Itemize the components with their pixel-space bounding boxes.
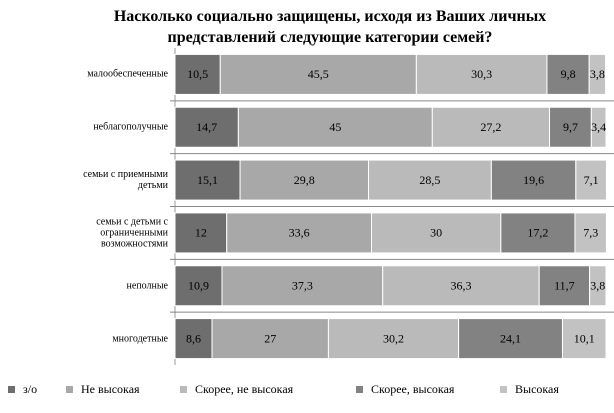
value-label: 37,3: [292, 279, 313, 293]
legend-marker: [356, 386, 363, 393]
bar-segment: [174, 265, 223, 307]
bar-segment: [174, 212, 228, 254]
bar-segment: [368, 159, 492, 201]
bar-segment: [549, 106, 592, 148]
category-label: семьи с приемными детьми: [83, 169, 168, 192]
value-label: 27: [264, 331, 276, 345]
value-label: 29,8: [294, 173, 315, 187]
value-label: 10,1: [574, 331, 595, 345]
bar-segment: [239, 159, 370, 201]
bar-segment: [561, 318, 607, 360]
value-label: 27,2: [480, 120, 501, 134]
value-label: 3,8: [590, 279, 605, 293]
value-label: 3,4: [591, 120, 606, 134]
value-label: 28,5: [419, 173, 440, 187]
category-label: неполные: [126, 280, 168, 292]
bar-segment: [490, 159, 577, 201]
legend-marker: [8, 386, 15, 393]
value-label: 10,9: [188, 279, 209, 293]
legend-label: з/о: [23, 382, 37, 396]
value-label: 12: [195, 226, 207, 240]
bar-segment: [590, 106, 607, 148]
bar-segment: [211, 318, 329, 360]
bar-segment: [588, 53, 607, 95]
value-label: 15,1: [197, 173, 218, 187]
bar-segment: [371, 212, 502, 254]
value-label: 7,1: [584, 173, 599, 187]
bar-segment: [458, 318, 563, 360]
value-label: 45: [329, 120, 341, 134]
legend-label: Скорее, высокая: [371, 382, 455, 396]
legend-marker: [180, 386, 187, 393]
bar-segment: [174, 53, 221, 95]
value-label: 11,7: [554, 279, 575, 293]
value-label: 10,5: [187, 67, 208, 81]
bar-segment: [327, 318, 460, 360]
bar-segment: [226, 212, 373, 254]
value-label: 36,3: [450, 279, 471, 293]
value-label: 9,7: [563, 120, 578, 134]
category-label: многодетные: [112, 333, 168, 345]
value-label: 14,7: [196, 120, 217, 134]
bar-segment: [221, 265, 384, 307]
category-label: неблагополучные: [93, 121, 168, 133]
value-label: 17,2: [527, 226, 548, 240]
bar-segment: [174, 318, 213, 360]
legend-marker: [500, 386, 507, 393]
value-label: 3,8: [590, 67, 605, 81]
bar-segment: [219, 53, 417, 95]
legend-marker: [66, 386, 73, 393]
category-label: семьи с детьми с ограниченными возможнос…: [96, 216, 168, 250]
legend-label: Скорее, не высокая: [195, 382, 294, 396]
chart-title: Насколько социально защищены, исходя из …: [113, 8, 547, 46]
legend-label: Не высокая: [81, 382, 140, 396]
value-label: 30,3: [471, 67, 492, 81]
category-label: малообеспеченные: [87, 68, 168, 80]
value-label: 7,3: [583, 226, 598, 240]
bar-segment: [546, 53, 590, 95]
value-label: 33,6: [289, 226, 310, 240]
value-label: 30,2: [383, 331, 404, 345]
value-label: 19,6: [523, 173, 544, 187]
value-label: 9,8: [561, 67, 576, 81]
value-label: 8,6: [186, 331, 201, 345]
bar-segment: [574, 212, 607, 254]
value-label: 30: [430, 226, 442, 240]
value-label: 45,5: [308, 67, 329, 81]
bar-segment: [174, 106, 239, 148]
value-label: 24,1: [500, 331, 521, 345]
bar-segment: [500, 212, 576, 254]
bar-segment: [575, 159, 607, 201]
bar-segment: [589, 265, 607, 307]
legend-label: Высокая: [515, 382, 559, 396]
